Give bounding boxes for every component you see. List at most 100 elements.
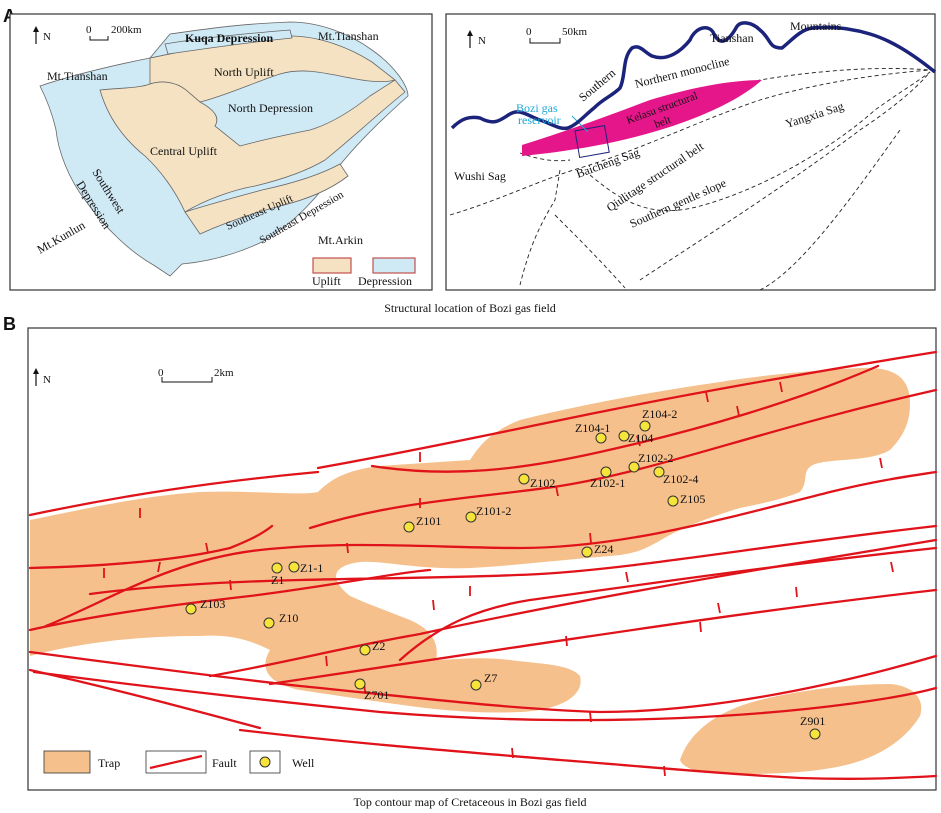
legend-uplift-swatch (312, 257, 352, 274)
well-z24: Z24 (581, 542, 613, 558)
fault-12 (28, 650, 938, 714)
fault-13 (32, 670, 938, 722)
fault-6 (44, 470, 938, 628)
legend-well-icon (259, 756, 271, 768)
well-z1-1: Z1-1 (288, 561, 323, 575)
well-label: Z102 (530, 476, 555, 490)
well-marker (518, 473, 530, 485)
scale-zero-b: 0 (158, 367, 164, 379)
well-z10: Z10 (263, 611, 298, 629)
well-label: Z102-2 (638, 451, 673, 465)
north-arrow-a2: N (467, 30, 486, 48)
legend-well-label: Well (292, 756, 315, 770)
well-label: Z104-2 (642, 407, 677, 421)
scale-bar-a2: 0 50km (526, 26, 588, 44)
legend-trap-swatch (43, 750, 91, 774)
tarim-legend: Uplift Depression (312, 257, 416, 288)
well-label: Z1-1 (300, 561, 323, 575)
mt-arkin-label: Mt.Arkin (318, 233, 363, 247)
legend-depression-label: Depression (358, 274, 412, 288)
tarim-basin-map: Mt.Tianshan Mt.Tianshan Kuqa Depression … (9, 13, 433, 291)
scale-bar-b: 0 2km (158, 367, 234, 383)
fault-8 (28, 568, 432, 632)
north-uplift-label: North Uplift (214, 65, 274, 79)
scale-length-b: 2km (214, 367, 234, 379)
well-z901: Z901 (800, 714, 825, 740)
well-z103: Z103 (185, 597, 225, 615)
fault-4 (308, 388, 938, 530)
well-label: Z24 (594, 542, 613, 556)
well-label: Z103 (200, 597, 225, 611)
panel-a-caption: Structural location of Bozi gas field (384, 301, 556, 315)
scale-length-a1: 200km (111, 24, 142, 36)
well-label: Z1 (271, 573, 284, 587)
well-marker (263, 617, 275, 629)
well-label: Z10 (279, 611, 298, 625)
tianshan-label: Tianshan (710, 31, 754, 45)
well-label: Z105 (680, 492, 705, 506)
fault-lines (28, 350, 938, 780)
well-marker (667, 495, 679, 507)
fault-14 (238, 728, 938, 780)
well-z1: Z1 (271, 562, 284, 587)
fault-1 (316, 350, 938, 470)
well-marker (809, 728, 821, 740)
well-z105: Z105 (667, 492, 705, 507)
legend-fault-label: Fault (212, 756, 237, 770)
fault-ticks (103, 381, 894, 777)
well-marker (470, 679, 482, 691)
well-z102-2: Z102-2 (628, 451, 673, 473)
mt-tianshan-left-label: Mt.Tianshan (47, 69, 108, 83)
kuqa-depression-label: Kuqa Depression (185, 31, 273, 45)
well-label: Z102-1 (590, 476, 625, 490)
fault-2 (370, 364, 880, 473)
scale-zero-a2: 0 (526, 26, 532, 38)
well-label: Z102-4 (663, 472, 698, 486)
kuqa-depression-area (164, 29, 293, 55)
legend-trap-label: Trap (98, 756, 120, 770)
well-label: Z101 (416, 514, 441, 528)
well-marker (653, 466, 665, 478)
well-marker (600, 466, 612, 478)
well-label: Z2 (372, 639, 385, 653)
bozi-reservoir-box (574, 125, 610, 158)
well-z102-4: Z102-4 (653, 466, 698, 486)
trap-z901 (680, 684, 922, 774)
fault-10 (268, 588, 938, 686)
fault-5 (28, 524, 274, 570)
well-label: Z901 (800, 714, 825, 728)
well-label: Z104-1 (575, 421, 610, 435)
well-marker (288, 561, 300, 573)
scale-length-a2: 50km (562, 26, 588, 38)
well-marker (618, 430, 630, 442)
fault-3 (28, 470, 320, 517)
well-label: Z104 (628, 431, 653, 445)
bozi-label-line1: Bozi gas (516, 101, 558, 115)
mountains-label: Mountains (790, 19, 842, 33)
well-label: Z7 (484, 671, 497, 685)
north-arrow-b: N (33, 368, 51, 386)
well-z701: Z701 (354, 678, 389, 702)
well-marker (595, 432, 607, 444)
legend-fault-line (149, 754, 203, 770)
legend-depression-swatch (372, 257, 416, 274)
well-marker (628, 461, 640, 473)
well-z104-2: Z104-2 (639, 407, 677, 432)
well-z2: Z2 (359, 639, 385, 656)
kelasu-belt (522, 80, 762, 156)
legend-uplift-label: Uplift (312, 274, 341, 288)
well-marker (465, 511, 477, 523)
well-z102: Z102 (518, 473, 555, 490)
central-uplift-area (99, 79, 406, 213)
north-label-a1: N (43, 31, 51, 43)
trap-areas (30, 367, 922, 774)
well-marker (185, 603, 197, 615)
well-z101-2: Z101-2 (465, 504, 511, 523)
tianshan-mountains-line (450, 21, 937, 131)
well-label: Z101-2 (476, 504, 511, 518)
north-label-b: N (43, 374, 51, 386)
bozi-leader-line (571, 115, 589, 133)
well-marker (581, 546, 593, 558)
well-z104: Z104 (618, 430, 653, 445)
wushi-sag-label: Wushi Sag (454, 169, 506, 183)
